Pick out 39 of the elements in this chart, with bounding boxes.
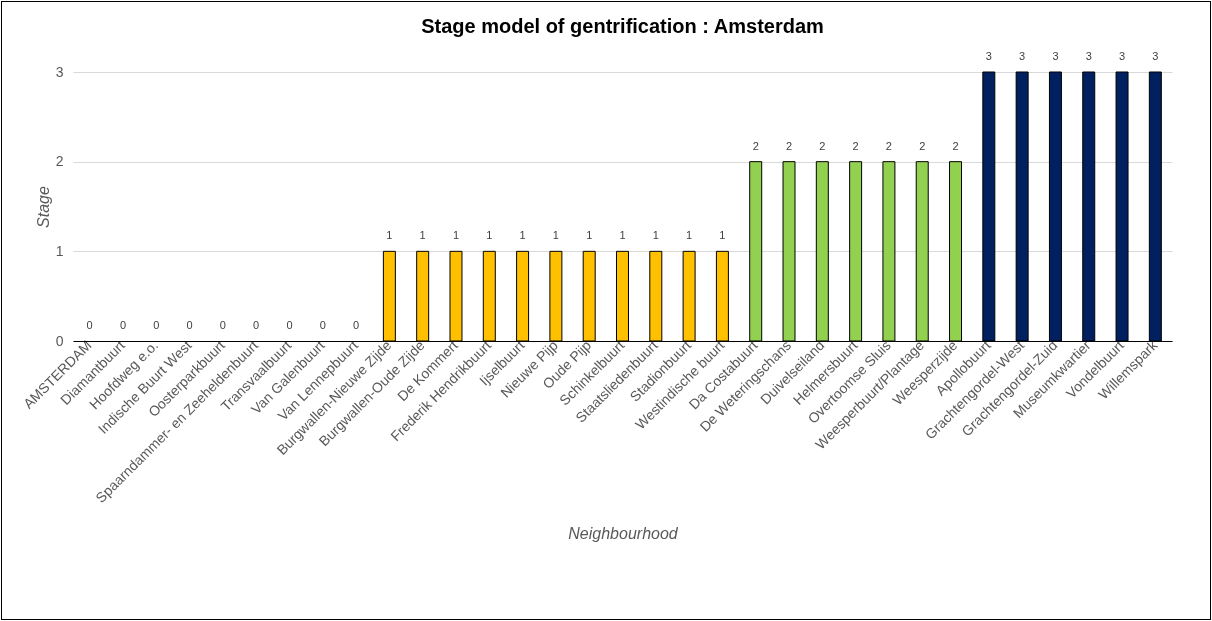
data-label: 0 bbox=[219, 319, 226, 331]
x-axis-title: Neighbourhood bbox=[568, 524, 679, 542]
chart-title: Stage model of gentrification : Amsterdam bbox=[421, 15, 824, 37]
data-label: 1 bbox=[486, 229, 493, 242]
data-label: 1 bbox=[419, 229, 426, 242]
data-label: 0 bbox=[186, 319, 193, 331]
data-label: 2 bbox=[785, 139, 793, 152]
data-label: 0 bbox=[319, 319, 326, 331]
data-label: 2 bbox=[952, 139, 959, 152]
data-label: 2 bbox=[885, 139, 892, 152]
data-label: 0 bbox=[119, 319, 127, 331]
data-label: 1 bbox=[519, 229, 526, 242]
data-label: 3 bbox=[1085, 50, 1092, 62]
data-label: 2 bbox=[819, 139, 826, 152]
data-label: 0 bbox=[353, 319, 360, 331]
y-tick-label: 1 bbox=[55, 242, 64, 259]
data-label: 1 bbox=[452, 229, 460, 242]
data-label: 1 bbox=[719, 229, 726, 242]
data-label: 1 bbox=[586, 229, 593, 242]
data-label: 3 bbox=[1118, 50, 1126, 62]
data-label: 2 bbox=[852, 139, 859, 152]
data-label: 3 bbox=[1152, 50, 1159, 62]
data-label: 1 bbox=[686, 229, 693, 242]
data-label: 1 bbox=[652, 229, 659, 242]
data-label: 1 bbox=[386, 229, 393, 242]
data-label: 0 bbox=[286, 319, 293, 331]
data-label: 1 bbox=[619, 229, 626, 242]
data-label: 0 bbox=[86, 319, 93, 331]
data-label: 3 bbox=[985, 50, 992, 62]
data-label: 2 bbox=[752, 139, 759, 152]
data-label: 2 bbox=[919, 139, 926, 152]
y-tick-label: 3 bbox=[55, 63, 64, 80]
y-tick-label: 2 bbox=[55, 153, 64, 170]
data-label: 3 bbox=[1052, 50, 1059, 62]
data-label: 0 bbox=[153, 319, 160, 331]
data-label: 1 bbox=[552, 229, 559, 242]
y-axis-title: Stage bbox=[34, 185, 52, 228]
data-label: 0 bbox=[253, 319, 260, 331]
data-label: 3 bbox=[1019, 50, 1026, 62]
